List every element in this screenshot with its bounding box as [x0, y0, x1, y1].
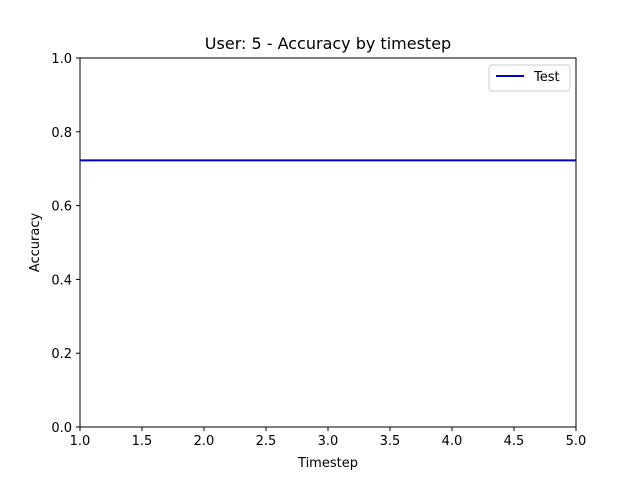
y-tick-label: 0.0 [51, 421, 72, 436]
y-tick-label: 0.4 [51, 273, 72, 288]
legend-box [488, 64, 571, 92]
y-axis-label: Accuracy [28, 213, 43, 273]
x-tick-label: 4.0 [442, 434, 463, 449]
axes-frame [79, 57, 577, 428]
y-tick-label: 0.6 [51, 200, 72, 215]
plot-area: 1.0 1.5 2.0 2.5 3.0 3.5 4.0 4.5 5.0 0.0 0.2 0.4 0.6 0… [51, 52, 586, 449]
legend-entry-label: Test [533, 70, 560, 85]
x-axis-label: Timestep [297, 456, 358, 471]
x-tick-label: 2.5 [256, 434, 277, 449]
y-tick-label: 0.2 [51, 347, 72, 362]
chart-title: User: 5 - Accuracy by timestep [205, 34, 451, 53]
x-tick-label: 1.5 [132, 434, 153, 449]
x-tick-label: 1.0 [70, 434, 91, 449]
x-tick-label: 3.5 [380, 434, 401, 449]
x-tick-label: 4.5 [504, 434, 525, 449]
x-tick-label: 5.0 [566, 434, 587, 449]
legend: Test [488, 64, 571, 92]
x-tick-label: 3.0 [318, 434, 339, 449]
x-tick-label: 2.0 [194, 434, 215, 449]
y-tick-label: 0.8 [51, 126, 72, 141]
y-tick-label: 1.0 [51, 52, 72, 67]
